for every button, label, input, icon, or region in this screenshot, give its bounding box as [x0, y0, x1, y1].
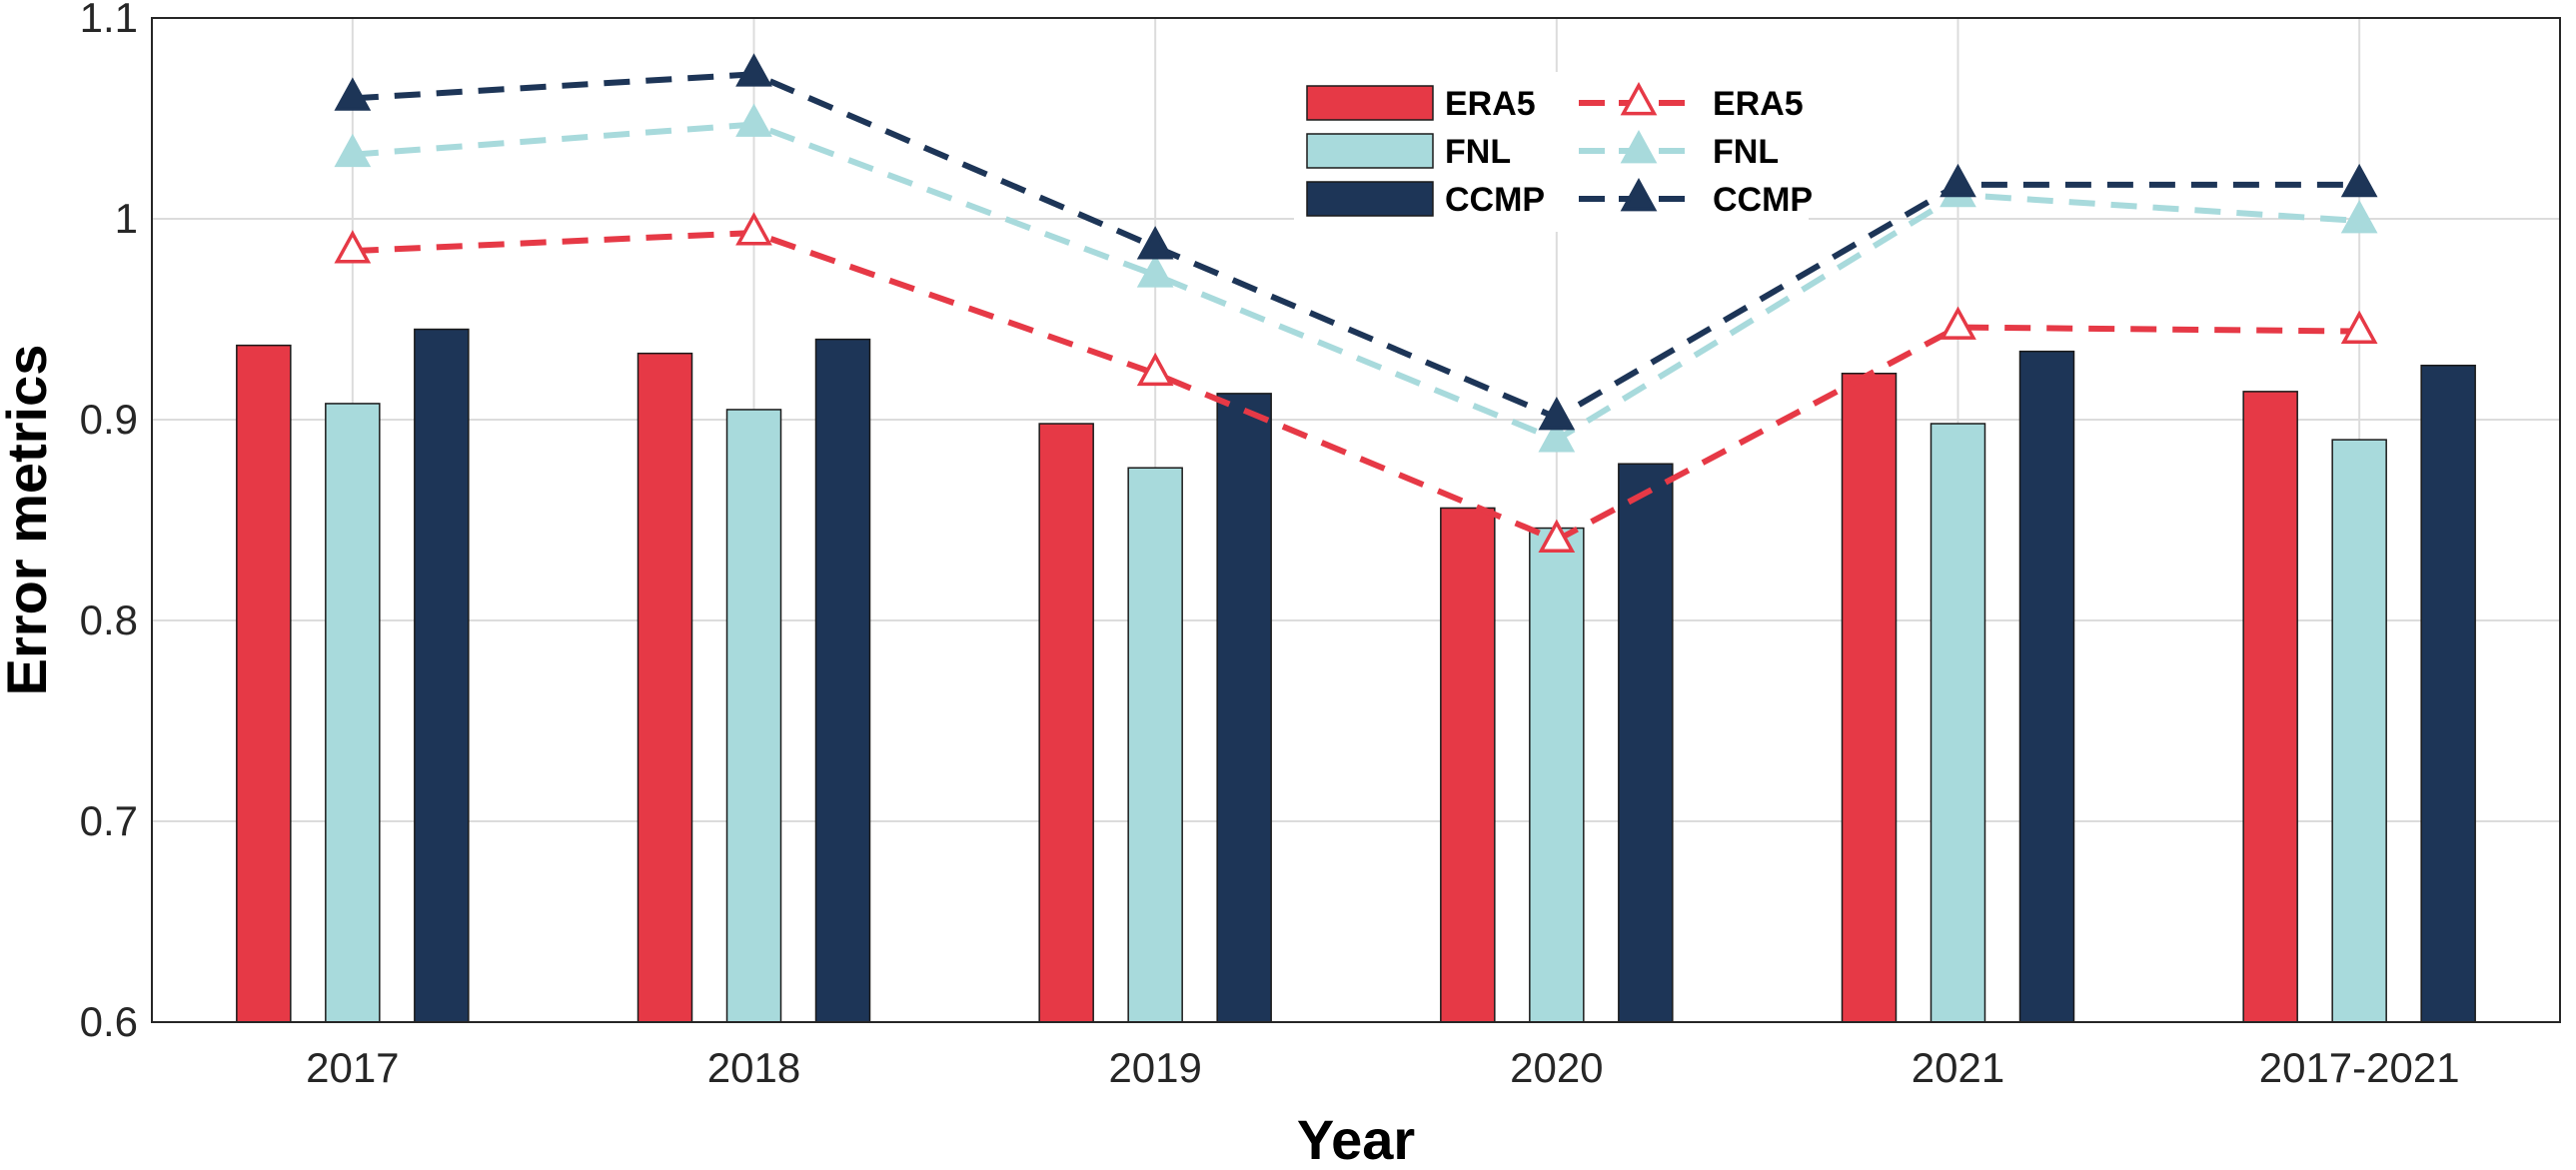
- x-tick-label: 2019: [1108, 1044, 1201, 1091]
- y-tick-label: 0.6: [80, 998, 138, 1045]
- bar-fnl: [1930, 423, 1986, 1023]
- x-tick-label: 2017-2021: [2259, 1044, 2460, 1091]
- bar-ccmp: [814, 338, 871, 1023]
- legend-swatch-bar: [1306, 181, 1434, 217]
- marker-era5: [1136, 352, 1174, 387]
- marker-layer: [334, 53, 2378, 553]
- x-tick-label: 2020: [1510, 1044, 1603, 1091]
- marker-ccmp: [2340, 163, 2378, 198]
- legend-marker: [1620, 82, 1658, 116]
- bar-ccmp: [2420, 364, 2476, 1023]
- marker-era5: [735, 212, 772, 246]
- bar-fnl: [1127, 467, 1183, 1023]
- line-ccmp: [352, 71, 2360, 422]
- legend-label-bar: ERA5: [1445, 85, 1536, 123]
- bar-era5: [637, 352, 693, 1023]
- legend-label-bar: CCMP: [1445, 181, 1545, 219]
- marker-era5: [2340, 310, 2378, 344]
- y-axis-title: Error metrics: [0, 345, 58, 696]
- marker-era5: [1538, 519, 1576, 553]
- legend: ERA5 FNL CCMP ERA5 FNL CCMP: [1294, 72, 1813, 232]
- y-tick-labels: 0.6 0.7 0.8 0.9 1 1.1: [80, 0, 138, 1045]
- y-tick-label: 0.9: [80, 396, 138, 443]
- marker-ccmp: [1939, 163, 1976, 198]
- bar-era5: [236, 344, 292, 1023]
- bar-fnl: [325, 403, 381, 1023]
- marker-ccmp: [334, 77, 372, 111]
- plot-frame: [151, 17, 2561, 1023]
- y-tick-label: 1.1: [80, 0, 138, 41]
- marker-ccmp: [735, 53, 772, 87]
- y-tick-label: 1: [115, 195, 138, 242]
- x-tick-label: 2017: [306, 1044, 399, 1091]
- marker-fnl: [1136, 254, 1174, 288]
- y-tick-label: 0.8: [80, 596, 138, 643]
- bar-ccmp: [2018, 350, 2075, 1023]
- legend-swatch-bar: [1306, 133, 1434, 169]
- x-tick-label: 2021: [1912, 1044, 2004, 1091]
- bar-ccmp: [1618, 463, 1674, 1023]
- legend-label-line: FNL: [1713, 133, 1779, 171]
- bar-fnl: [2331, 439, 2387, 1023]
- bar-fnl: [725, 409, 782, 1023]
- line-era5: [352, 230, 2360, 544]
- marker-ccmp: [1136, 226, 1174, 260]
- legend-swatch-bar: [1306, 85, 1434, 121]
- bar-ccmp: [1216, 393, 1272, 1023]
- marker-era5: [334, 230, 372, 264]
- bar-era5: [1038, 423, 1094, 1023]
- legend-marker: [1620, 130, 1658, 164]
- x-tick-label: 2018: [707, 1044, 800, 1091]
- y-tick-label: 0.7: [80, 797, 138, 844]
- x-tick-labels: 2017 2018 2019 2020 2021 2017-2021: [306, 1044, 2459, 1091]
- marker-fnl: [334, 133, 372, 168]
- marker-fnl: [1538, 419, 1576, 453]
- marker-era5: [1939, 306, 1976, 340]
- bar-era5: [2242, 391, 2298, 1023]
- marker-fnl: [2340, 200, 2378, 234]
- legend-label-line: ERA5: [1713, 85, 1804, 123]
- marker-fnl: [735, 103, 772, 137]
- bar-fnl: [1529, 527, 1585, 1023]
- bar-layer: [236, 328, 2476, 1023]
- line-layer: [352, 71, 2360, 544]
- marker-ccmp: [1538, 396, 1576, 431]
- x-axis-title: Year: [1297, 1108, 1415, 1165]
- bar-ccmp: [414, 328, 470, 1023]
- legend-label-bar: FNL: [1445, 133, 1511, 171]
- legend-marker: [1620, 178, 1658, 212]
- bar-era5: [1440, 507, 1496, 1023]
- legend-label-line: CCMP: [1713, 181, 1813, 219]
- bar-era5: [1841, 373, 1898, 1023]
